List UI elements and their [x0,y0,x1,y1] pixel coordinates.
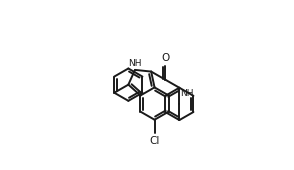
Text: NH: NH [128,59,142,67]
Text: NH: NH [180,89,194,98]
Text: O: O [161,53,169,63]
Text: Cl: Cl [149,136,160,146]
